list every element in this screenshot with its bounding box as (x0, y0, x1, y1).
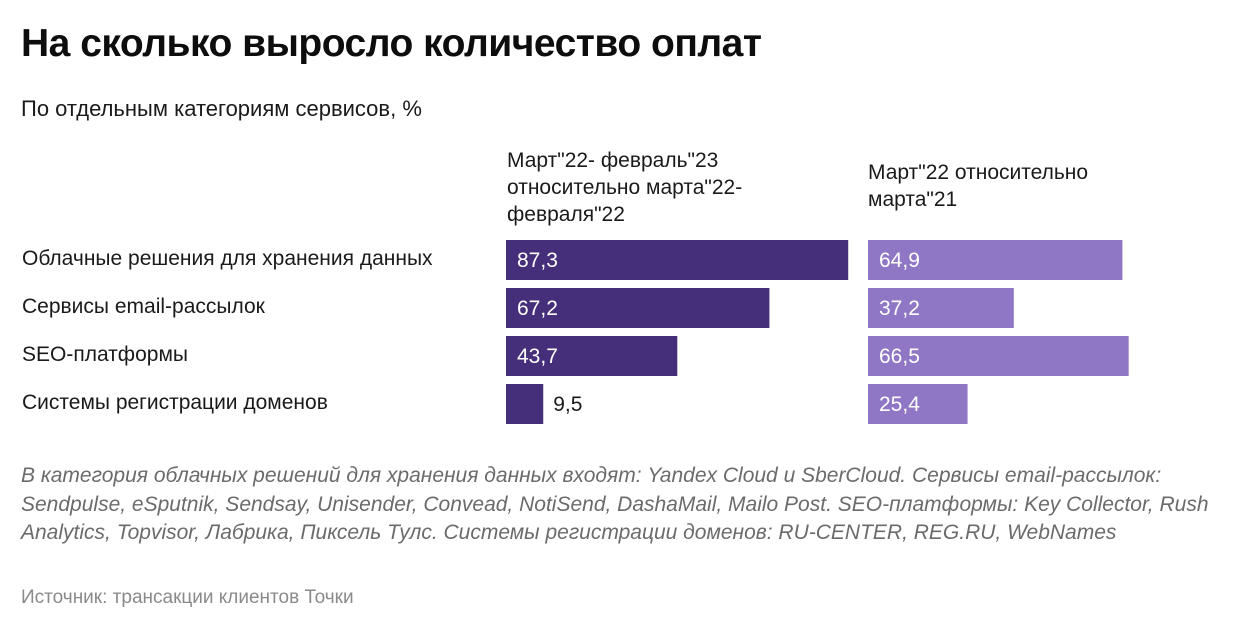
bar-series0-2 (506, 336, 678, 376)
bar-series0-0 (506, 240, 849, 280)
data-label-series1-3: 25,4 (879, 393, 920, 416)
bar-series1-3 (868, 384, 968, 424)
bar-series0-3 (506, 384, 544, 424)
bar-series0-1 (506, 288, 770, 328)
bar-series1-2 (868, 336, 1129, 376)
data-label-series1-2: 66,5 (879, 345, 920, 368)
category-label: Сервисы email-рассылок (22, 295, 265, 318)
data-label-series1-0: 64,9 (879, 249, 920, 272)
category-label: SEO-платформы (22, 343, 188, 366)
panel-header-0: Март"22- февраль"23 относительно марта"2… (507, 149, 743, 226)
footnote: В категория облачных решений для хранени… (21, 464, 1209, 544)
source-note: Источник: трансакции клиентов Точки (21, 587, 354, 608)
data-label-series0-2: 43,7 (517, 345, 558, 368)
bar-series1-1 (868, 288, 1014, 328)
bar-series1-0 (868, 240, 1123, 280)
chart-subtitle: По отдельным категориям сервисов, % (21, 96, 422, 121)
data-label-series0-3: 9,5 (553, 393, 582, 416)
data-label-series1-1: 37,2 (879, 297, 920, 320)
chart-title: На сколько выросло количество оплат (21, 22, 762, 65)
panel-header-1: Март"22 относительно марта"21 (868, 161, 1089, 211)
category-label: Системы регистрации доменов (22, 391, 328, 414)
data-label-series0-0: 87,3 (517, 249, 558, 272)
data-label-series0-1: 67,2 (517, 297, 558, 320)
category-label: Облачные решения для хранения данных (22, 247, 433, 270)
